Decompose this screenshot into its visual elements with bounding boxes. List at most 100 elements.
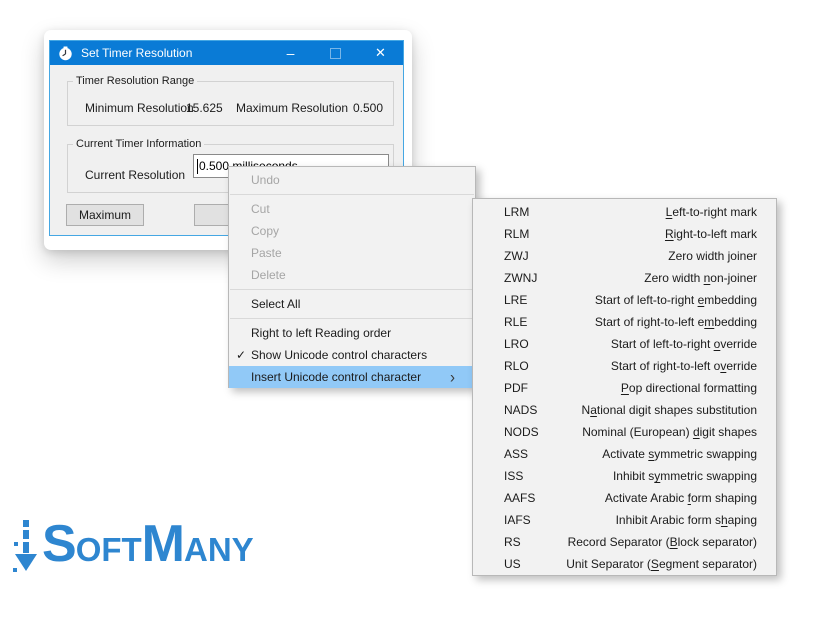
logo-letter-segment: OFT xyxy=(75,531,142,568)
maximize-button xyxy=(313,41,358,65)
minimum-resolution-value: 15.625 xyxy=(186,101,223,115)
submenu-item-rle[interactable]: RLE Start of right-to-left embedding xyxy=(473,311,776,333)
submenu-item-iafs[interactable]: IAFS Inhibit Arabic form shaping xyxy=(473,509,776,531)
submenu-item-lre[interactable]: LRE Start of left-to-right embedding xyxy=(473,289,776,311)
submenu-item-description: National digit shapes substitution xyxy=(581,403,757,417)
submenu-item-description: Inhibit symmetric swapping xyxy=(612,469,757,483)
submenu-item-description: Zero width joiner xyxy=(668,249,757,263)
submenu-item-description: Record Separator (Block separator) xyxy=(567,535,757,549)
submenu-item-abbr: RS xyxy=(504,535,521,549)
menu-item-right-to-left-reading-order[interactable]: Right to left Reading order xyxy=(229,322,475,344)
timer-resolution-range-group xyxy=(67,81,394,126)
submenu-item-abbr: US xyxy=(504,557,521,571)
submenu-item-abbr: ASS xyxy=(504,447,529,461)
window-client-area: Timer Resolution Range Minimum Resolutio… xyxy=(50,65,403,235)
softmany-logo: SOFTMANY xyxy=(12,518,254,587)
titlebar-buttons: – ✕ xyxy=(268,41,403,65)
submenu-item-abbr: NODS xyxy=(504,425,539,439)
logo-download-arrow-icon xyxy=(12,518,40,579)
logo-letter-segment: ANY xyxy=(184,531,254,568)
submenu-item-description: Inhibit Arabic form shaping xyxy=(615,513,757,527)
submenu-item-abbr: AAFS xyxy=(504,491,536,505)
menu-item-copy: Copy xyxy=(229,220,475,242)
menu-separator xyxy=(230,318,474,319)
submenu-item-iss[interactable]: ISS Inhibit symmetric swapping xyxy=(473,465,776,487)
menu-item-label: Show Unicode control characters xyxy=(251,348,428,362)
context-menu: Undo Cut Copy Paste Delete Select All Right to… xyxy=(228,166,476,388)
submenu-item-description: Start of right-to-left embedding xyxy=(594,315,757,329)
app-window: Set Timer Resolution – ✕ Timer Resolutio… xyxy=(49,40,404,236)
submenu-item-pdf[interactable]: PDF Pop directional formatting xyxy=(473,377,776,399)
submenu-item-description: Nominal (European) digit shapes xyxy=(582,425,757,439)
submenu-item-zwj[interactable]: ZWJ Zero width joiner xyxy=(473,245,776,267)
submenu-item-zwnj[interactable]: ZWNJ Zero width non-joiner xyxy=(473,267,776,289)
unicode-submenu: LRM Left-to-right mark RLM Right-to-left ma… xyxy=(472,198,777,576)
clock-icon xyxy=(59,46,72,60)
submenu-item-abbr: LRE xyxy=(504,293,528,307)
submenu-item-nods[interactable]: NODS Nominal (European) digit shapes xyxy=(473,421,776,443)
menu-item-insert-unicode-control-character[interactable]: Insert Unicode control character › xyxy=(229,366,475,388)
close-button[interactable]: ✕ xyxy=(375,45,386,60)
submenu-item-lro[interactable]: LRO Start of left-to-right override xyxy=(473,333,776,355)
menu-item-label: Right to left Reading order xyxy=(251,326,392,340)
submenu-item-abbr: ISS xyxy=(504,469,524,483)
maximize-icon xyxy=(330,47,341,59)
submenu-item-abbr: LRM xyxy=(504,205,530,219)
submenu-item-description: Activate Arabic form shaping xyxy=(604,491,757,505)
submenu-item-lrm[interactable]: LRM Left-to-right mark xyxy=(473,201,776,223)
maximum-action-button[interactable]: Maximum xyxy=(66,204,144,226)
submenu-item-rlm[interactable]: RLM Right-to-left mark xyxy=(473,223,776,245)
maximum-resolution-label: Maximum Resolution xyxy=(236,101,349,115)
submenu-item-description: Start of right-to-left override xyxy=(610,359,757,373)
submenu-item-abbr: LRO xyxy=(504,337,529,351)
submenu-item-nads[interactable]: NADS National digit shapes substitution xyxy=(473,399,776,421)
menu-item-label: Delete xyxy=(251,268,286,282)
submenu-item-description: Left-to-right mark xyxy=(665,205,757,219)
logo-letter-segment: M xyxy=(141,515,185,573)
submenu-item-description: Activate symmetric swapping xyxy=(602,447,757,461)
submenu-item-abbr: PDF xyxy=(504,381,528,395)
submenu-item-description: Right-to-left mark xyxy=(664,227,757,241)
menu-item-undo: Undo xyxy=(229,169,475,191)
submenu-item-ass[interactable]: ASS Activate symmetric swapping xyxy=(473,443,776,465)
menu-item-label: Select All xyxy=(251,297,301,311)
group-label: Current Timer Information xyxy=(73,138,205,150)
menu-item-label: Insert Unicode control character xyxy=(251,370,422,384)
menu-item-label: Paste xyxy=(251,246,282,260)
submenu-item-description: Start of left-to-right override xyxy=(610,337,757,351)
window-title: Set Timer Resolution xyxy=(81,46,193,60)
menu-item-label: Cut xyxy=(251,202,270,216)
submenu-arrow-icon: › xyxy=(450,367,455,387)
submenu-item-abbr: NADS xyxy=(504,403,538,417)
submenu-item-rs[interactable]: RS Record Separator (Block separator) xyxy=(473,531,776,553)
logo-letter-segment: S xyxy=(42,515,77,573)
menu-item-delete: Delete xyxy=(229,264,475,286)
text-caret xyxy=(197,159,198,174)
titlebar: Set Timer Resolution – ✕ xyxy=(50,41,403,65)
menu-item-show-unicode-control-characters[interactable]: ✓ Show Unicode control characters xyxy=(229,344,475,366)
submenu-item-aafs[interactable]: AAFS Activate Arabic form shaping xyxy=(473,487,776,509)
submenu-item-abbr: RLO xyxy=(504,359,529,373)
minimize-button[interactable]: – xyxy=(286,45,295,61)
submenu-item-description: Unit Separator (Segment separator) xyxy=(566,557,757,571)
submenu-item-description: Pop directional formatting xyxy=(620,381,757,395)
current-resolution-label: Current Resolution xyxy=(85,168,186,182)
menu-item-cut: Cut xyxy=(229,198,475,220)
submenu-item-abbr: ZWJ xyxy=(504,249,529,263)
submenu-item-abbr: RLE xyxy=(504,315,528,329)
submenu-item-rlo[interactable]: RLO Start of right-to-left override xyxy=(473,355,776,377)
menu-item-label: Undo xyxy=(251,173,280,187)
submenu-item-abbr: IAFS xyxy=(504,513,531,527)
menu-item-select-all[interactable]: Select All xyxy=(229,293,475,315)
menu-item-label: Copy xyxy=(251,224,280,238)
menu-separator xyxy=(230,194,474,195)
submenu-item-description: Zero width non-joiner xyxy=(644,271,757,285)
maximum-resolution-value: 0.500 xyxy=(353,101,384,115)
submenu-item-us[interactable]: US Unit Separator (Segment separator) xyxy=(473,553,776,575)
checkmark-icon: ✓ xyxy=(236,348,247,362)
minimum-resolution-label: Minimum Resolution xyxy=(85,101,194,115)
softmany-logo-text: SOFTMANY xyxy=(42,518,254,570)
menu-item-paste: Paste xyxy=(229,242,475,264)
submenu-item-description: Start of left-to-right embedding xyxy=(594,293,757,307)
